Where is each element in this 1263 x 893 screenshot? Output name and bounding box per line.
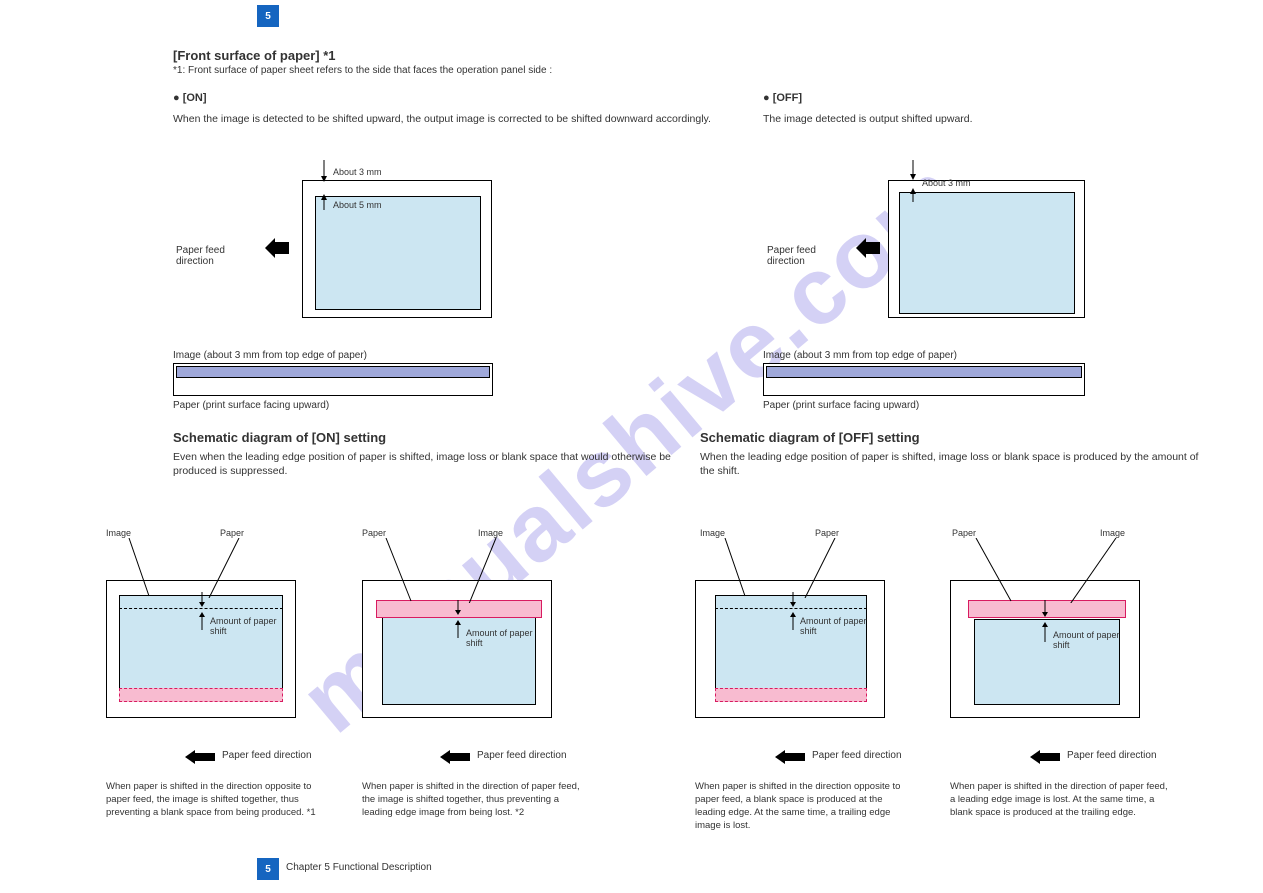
sp3-callouts xyxy=(715,538,845,598)
sp2-dim xyxy=(453,600,463,638)
section-title: [Front surface of paper] *1 xyxy=(173,48,336,63)
feed-arrow-sp1 xyxy=(185,750,215,764)
feed-label-2: Paper feed direction xyxy=(767,245,852,267)
sp2-callouts xyxy=(376,538,506,603)
caption-4: When paper is shifted in the direction o… xyxy=(950,780,1170,819)
feed-label-1: Paper feed direction xyxy=(176,245,261,267)
feed-arrow-big2 xyxy=(856,238,880,258)
col1-title: ● [ON] xyxy=(173,92,207,104)
big-panel-2-inner xyxy=(899,192,1075,314)
sp2-lbl-amount: Amount of paper shift xyxy=(466,628,546,648)
cross2-top-label: Image (about 3 mm from top edge of paper… xyxy=(763,350,957,361)
gap2-label: About 3 mm xyxy=(922,178,971,188)
schema2-title: Schematic diagram of [OFF] setting xyxy=(700,430,920,445)
feed-arrow-big1 xyxy=(265,238,289,258)
cross1-top-label: Image (about 3 mm from top edge of paper… xyxy=(173,350,367,361)
page-badge-bottom: 5 xyxy=(257,858,279,880)
gap1-lower: About 5 mm xyxy=(333,200,382,210)
schema1-title: Schematic diagram of [ON] setting xyxy=(173,430,386,445)
col2-title: ● [OFF] xyxy=(763,92,802,104)
cross-section-1-inner xyxy=(176,366,490,378)
caption-1: When paper is shifted in the direction o… xyxy=(106,780,326,819)
gap1-upper: About 3 mm xyxy=(333,167,382,177)
sp1-lbl-image: Image xyxy=(106,528,131,538)
sp1-dim xyxy=(197,592,207,630)
cross1-bot-label: Paper (print surface facing upward) xyxy=(173,400,329,411)
feed-arrow-sp3 xyxy=(775,750,805,764)
big-panel-1-inner xyxy=(315,196,481,310)
page-badge-top: 5 xyxy=(257,5,279,27)
sp4-dim xyxy=(1040,600,1050,642)
sp1-pink-bot xyxy=(119,688,283,702)
feed-arrow-sp2 xyxy=(440,750,470,764)
feed-text-sp2: Paper feed direction xyxy=(477,750,567,761)
col2-note: The image detected is output shifted upw… xyxy=(763,112,1143,126)
sp4-lbl-image: Image xyxy=(1100,528,1125,538)
sp3-dim xyxy=(788,592,798,630)
sp4-callouts xyxy=(966,538,1126,603)
feed-text-sp1: Paper feed direction xyxy=(222,750,312,761)
sp1-callouts xyxy=(119,538,249,598)
footnote: *1: Front surface of paper sheet refers … xyxy=(173,65,552,76)
sp1-lbl-paper: Paper xyxy=(220,528,244,538)
feed-arrow-sp4 xyxy=(1030,750,1060,764)
sp2-lbl-paper: Paper xyxy=(362,528,386,538)
dim-arrow-1 xyxy=(318,160,330,210)
feed-text-sp3: Paper feed direction xyxy=(812,750,902,761)
dim-arrow-2 xyxy=(907,160,919,202)
caption-2: When paper is shifted in the direction o… xyxy=(362,780,582,819)
cross2-bot-label: Paper (print surface facing upward) xyxy=(763,400,919,411)
sp3-lbl-paper: Paper xyxy=(815,528,839,538)
sp3-lbl-amount: Amount of paper shift xyxy=(800,616,880,636)
caption-3: When paper is shifted in the direction o… xyxy=(695,780,915,832)
schema2-note: When the leading edge position of paper … xyxy=(700,450,1200,478)
cross-section-2-inner xyxy=(766,366,1082,378)
schema1-note: Even when the leading edge position of p… xyxy=(173,450,673,478)
sp3-lbl-image: Image xyxy=(700,528,725,538)
sp2-lbl-image: Image xyxy=(478,528,503,538)
sp4-lbl-amount: Amount of paper shift xyxy=(1053,630,1133,650)
col1-note: When the image is detected to be shifted… xyxy=(173,112,733,126)
feed-text-sp4: Paper feed direction xyxy=(1067,750,1157,761)
sp4-lbl-paper: Paper xyxy=(952,528,976,538)
footer-text: Chapter 5 Functional Description xyxy=(286,862,432,873)
sp1-lbl-amount: Amount of paper shift xyxy=(210,616,290,636)
sp3-pink-bot xyxy=(715,688,867,702)
